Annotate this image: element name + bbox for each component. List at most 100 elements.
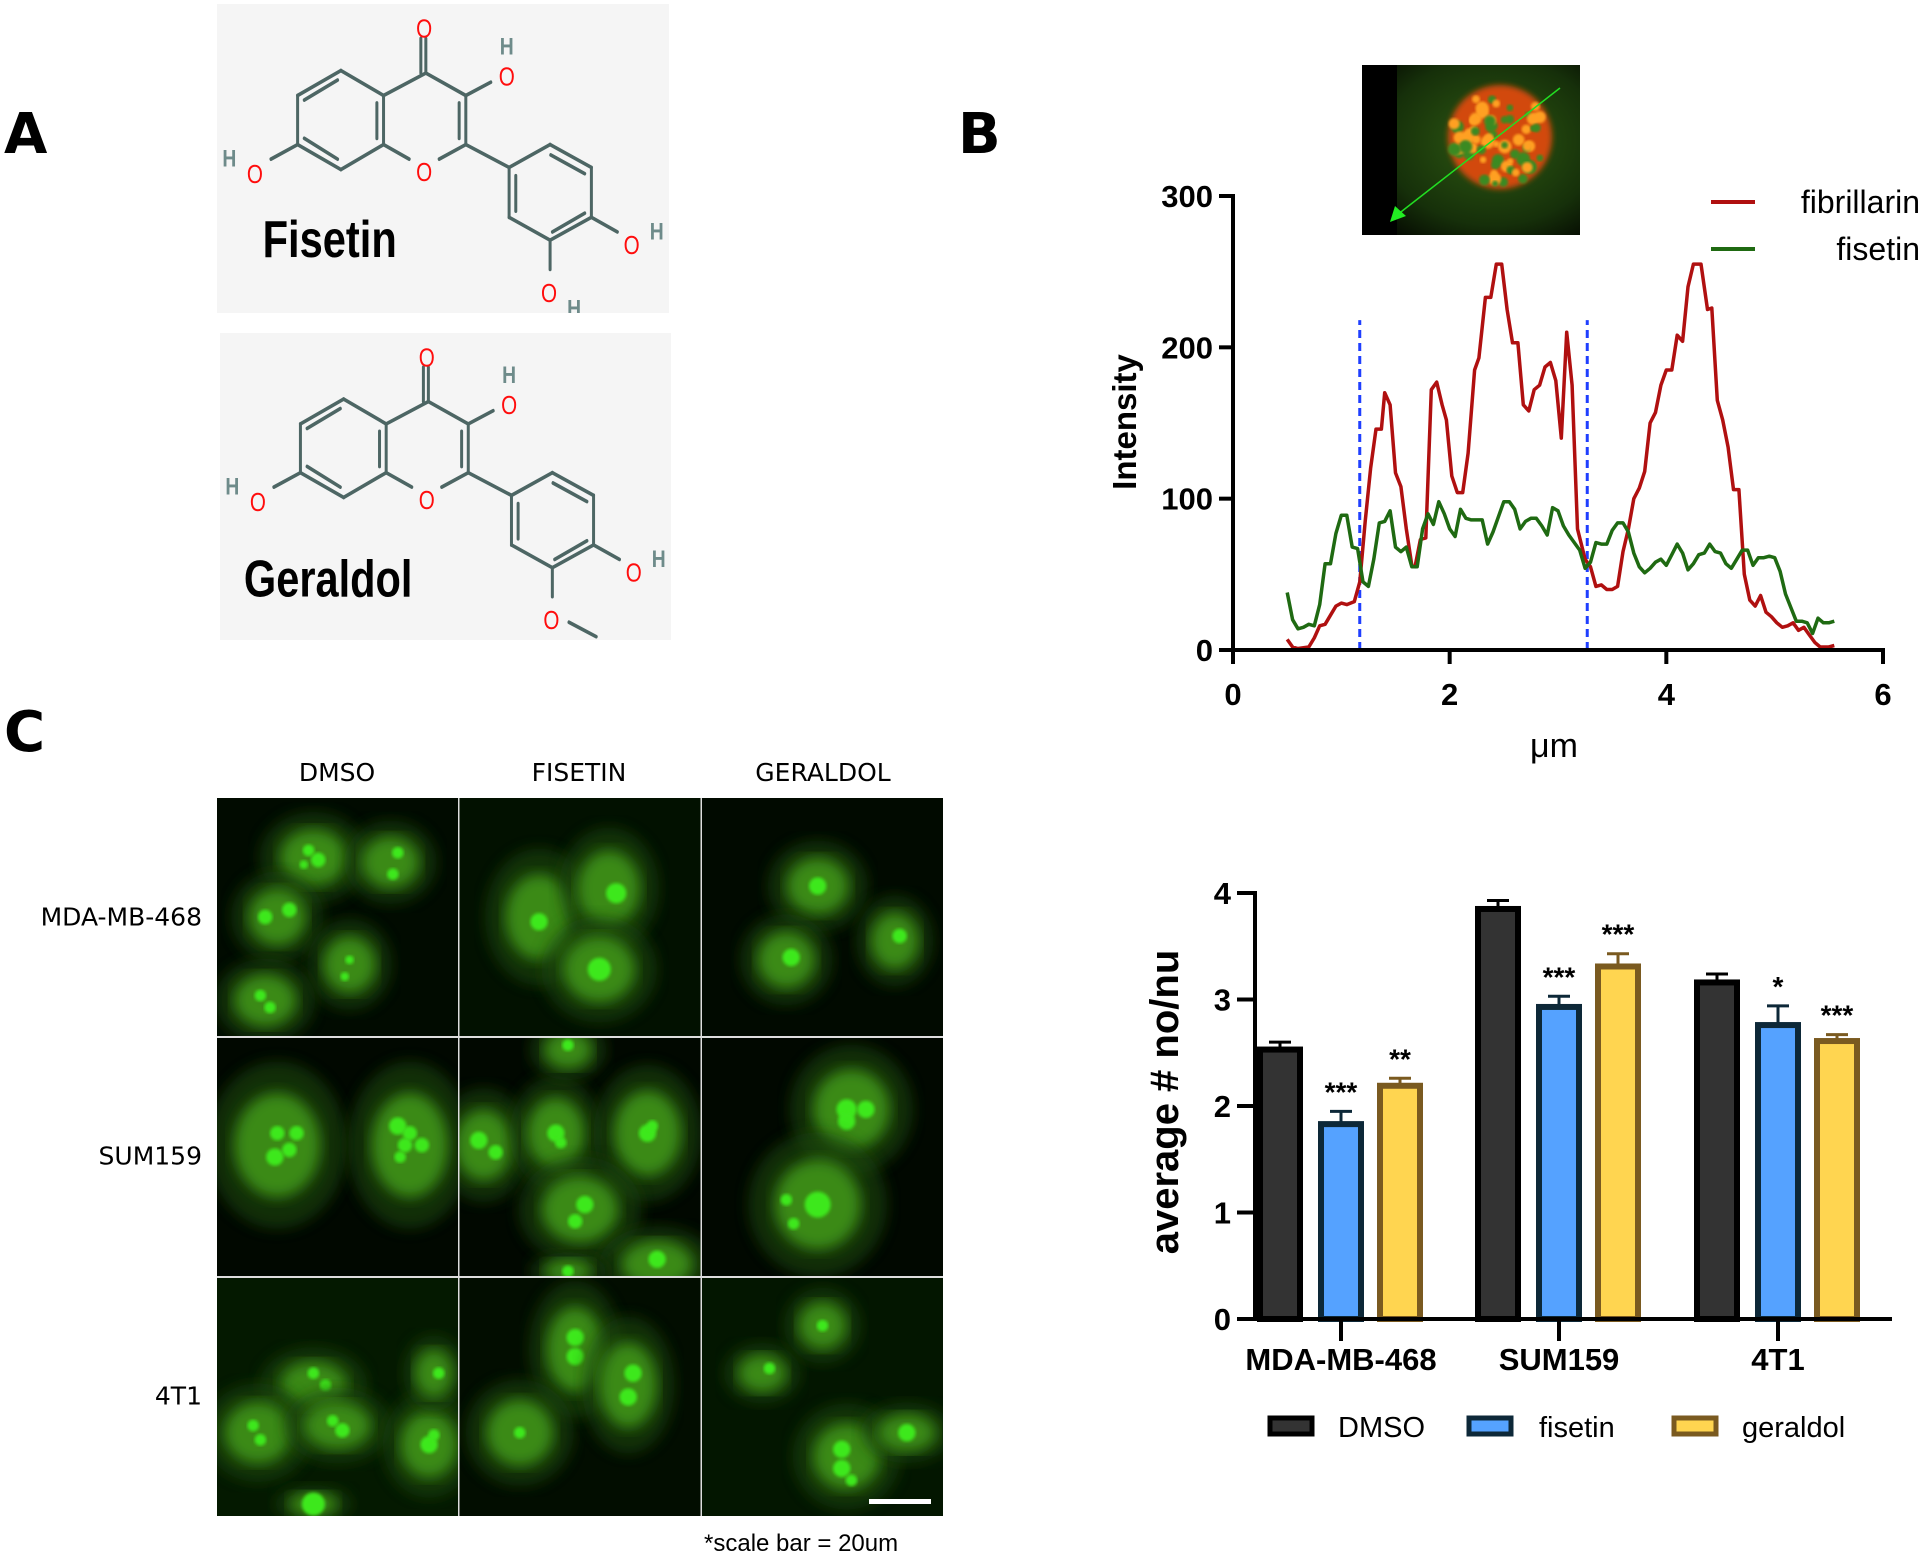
nucleolus (257, 909, 273, 925)
inset-speckle (1491, 160, 1500, 170)
nucleolus (432, 1367, 445, 1379)
micrograph-4t1-fisetin (459, 1278, 701, 1516)
y-tick-label: 1 (1214, 1196, 1231, 1231)
inset-speckle (1532, 123, 1541, 133)
panel-label-b: B (958, 102, 1001, 167)
significance-label: * (1773, 971, 1784, 1002)
nucleolus (266, 1148, 284, 1166)
bond (382, 71, 428, 98)
nucleolus (414, 1137, 430, 1153)
series-line-fisetin (1285, 499, 1835, 636)
bond (298, 397, 346, 426)
micrograph-content (459, 1278, 701, 1516)
y-tick-label: 2 (1214, 1089, 1231, 1124)
nucleolus (567, 1214, 583, 1229)
bond (302, 78, 340, 102)
bar-geraldol-4T1 (1814, 1038, 1860, 1322)
nucleolus (562, 1265, 574, 1276)
nucleolus (282, 902, 297, 918)
inset-speckle (1484, 115, 1496, 127)
bond (305, 464, 342, 489)
nucleolus (345, 955, 354, 965)
nucleolus (624, 1364, 642, 1382)
nucleolus (307, 1367, 320, 1379)
micrograph-content (702, 798, 943, 1036)
bond (509, 543, 554, 570)
bond (296, 142, 343, 172)
micrograph-4t1-dmso (217, 1278, 458, 1516)
bond (589, 215, 619, 234)
nucleolus (816, 1319, 829, 1332)
bar-DMSO-SUM159 (1475, 905, 1521, 1322)
bond (509, 470, 554, 498)
nucleolus (282, 1142, 297, 1158)
nucleolus (302, 844, 315, 857)
bar-DMSO-MDA-MB-468 (1257, 1046, 1303, 1322)
column-header-fisetin: FISETIN (531, 758, 627, 787)
inset-speckle (1521, 124, 1532, 135)
nucleolus (254, 989, 267, 1002)
compound-name: Geraldol (244, 550, 412, 607)
bond (507, 142, 552, 170)
nucleolus (428, 1429, 440, 1441)
oxygen-atom-label: O (624, 231, 640, 260)
bond (384, 399, 430, 426)
y-tick-label: 0 (1196, 633, 1213, 668)
nucleolus (335, 1423, 350, 1438)
micrograph-content (217, 798, 458, 1036)
micrograph-sum159-fisetin (459, 1038, 701, 1276)
inset-speckle (1511, 168, 1520, 177)
cell-cytoplasm (217, 1061, 347, 1229)
inset-speckle (1447, 142, 1461, 156)
legend-label-fibrillarin: fibrillarin (1801, 184, 1920, 220)
legend-label-fisetin: fisetin (1539, 1412, 1615, 1444)
x-tick-label: 4 (1658, 677, 1676, 712)
oxygen-atom-label: O (501, 391, 517, 420)
nucleolus (326, 1415, 339, 1427)
bond (424, 71, 468, 98)
legend-label-DMSO: DMSO (1338, 1412, 1425, 1444)
inset-speckle (1479, 156, 1487, 164)
nucleolus (837, 1112, 856, 1130)
inset-speckle (1471, 134, 1481, 144)
column-header-dmso: DMSO (298, 758, 376, 787)
row-label-mda-mb-468: MDA-MB-468 (40, 902, 202, 932)
nucleolus (782, 948, 800, 967)
y-axis-label: average # no/nu (1143, 950, 1187, 1255)
inset-speckle (1518, 174, 1528, 184)
oxygen-atom-label: O (626, 558, 642, 587)
nucleolus (310, 852, 326, 868)
nucleolus (833, 1459, 851, 1478)
profile-arrow-line (1396, 87, 1561, 216)
micrograph-content (459, 798, 701, 1036)
x-axis-label: μm (1530, 727, 1578, 765)
nucleolus (402, 1125, 418, 1141)
nucleolus (394, 1151, 406, 1163)
inset-speckle (1476, 106, 1489, 119)
category-label: SUM159 (1499, 1342, 1620, 1377)
hydrogen-atom-label: H (500, 32, 514, 60)
nucleolus (787, 1217, 800, 1230)
oxygen-atom-label: O (419, 486, 435, 515)
bond (507, 215, 552, 243)
nucleolus (301, 1492, 325, 1516)
compound-name: Fisetin (263, 209, 397, 268)
panel-label-a: A (4, 102, 48, 167)
nucleolus (566, 1347, 584, 1366)
nucleolus (513, 1426, 526, 1439)
nucleolus (340, 972, 350, 981)
oxygen-atom-label: O (543, 606, 559, 635)
cell-nucleus (224, 1401, 292, 1464)
oxygen-atom-label: O (499, 62, 515, 91)
bond (551, 481, 589, 504)
micrograph-sum159-dmso (217, 1038, 458, 1276)
y-tick-label: 100 (1161, 482, 1213, 517)
nucleolus (397, 1137, 413, 1153)
nucleolus (763, 1362, 776, 1375)
hydrogen-atom-label: H (502, 361, 516, 389)
series-line-fibrillarin (1285, 262, 1835, 651)
bar-DMSO-4T1 (1694, 979, 1740, 1323)
legend-label-geraldol: geraldol (1742, 1412, 1845, 1444)
inset-speckle (1521, 162, 1533, 173)
